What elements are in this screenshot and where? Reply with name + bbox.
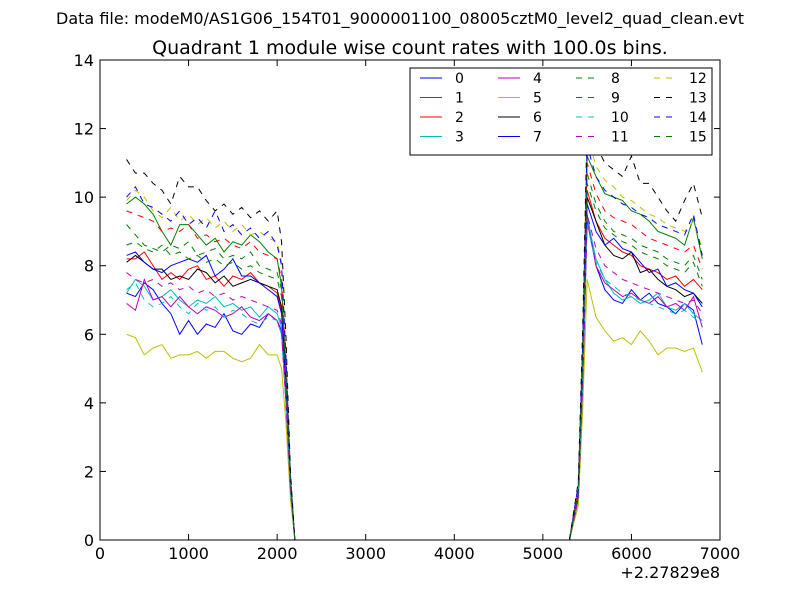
y-tick-label: 8 (84, 257, 94, 276)
x-tick-label: 2000 (257, 544, 298, 563)
legend-label-4: 4 (533, 71, 542, 87)
legend-frame (409, 67, 713, 156)
series-line-9 (126, 162, 703, 541)
x-tick-label: 7000 (700, 544, 741, 563)
series-line-13 (126, 121, 703, 541)
legend-label-8: 8 (611, 71, 620, 87)
x-tick-label: 6000 (611, 544, 652, 563)
legend-label-15: 15 (689, 130, 707, 146)
legend-label-10: 10 (611, 110, 629, 126)
x-tick-label: 4000 (434, 544, 475, 563)
series-line-15 (126, 183, 703, 541)
y-tick-label: 2 (84, 462, 94, 481)
legend-label-0: 0 (455, 71, 464, 87)
series-layer (126, 121, 703, 541)
plot-frame (99, 59, 721, 541)
series-line-14 (126, 145, 703, 541)
legend-label-9: 9 (611, 91, 620, 107)
y-tick-label: 6 (84, 325, 94, 344)
legend-label-1: 1 (455, 91, 464, 107)
series-line-8 (126, 173, 703, 541)
legend-label-11: 11 (611, 130, 629, 146)
x-tick-label: 3000 (345, 544, 386, 563)
legend-label-13: 13 (689, 91, 707, 107)
y-tick-label: 4 (84, 394, 94, 413)
x-tick-label: 1000 (168, 544, 209, 563)
data-file-suptitle: Data file: modeM0/AS1G06_154T01_90000011… (56, 9, 744, 29)
chart-title: Quadrant 1 module wise count rates with … (152, 37, 668, 59)
series-line-5 (126, 279, 703, 541)
legend-label-7: 7 (533, 130, 542, 146)
x-tick-label: 0 (95, 544, 105, 563)
series-line-11 (126, 214, 703, 541)
y-tick-label: 14 (74, 51, 94, 70)
legend-label-6: 6 (533, 110, 542, 126)
x-offset-label: +2.27829e8 (620, 563, 720, 582)
legend-label-12: 12 (689, 71, 707, 87)
y-tick-label: 0 (84, 531, 94, 550)
legend-label-2: 2 (455, 110, 464, 126)
legend-label-5: 5 (533, 91, 542, 107)
legend-label-14: 14 (689, 110, 707, 126)
series-line-7 (126, 203, 703, 541)
legend-label-3: 3 (455, 130, 464, 146)
y-tick-label: 12 (74, 120, 94, 139)
x-tick-label: 5000 (522, 544, 563, 563)
y-tick-label: 10 (74, 188, 94, 207)
